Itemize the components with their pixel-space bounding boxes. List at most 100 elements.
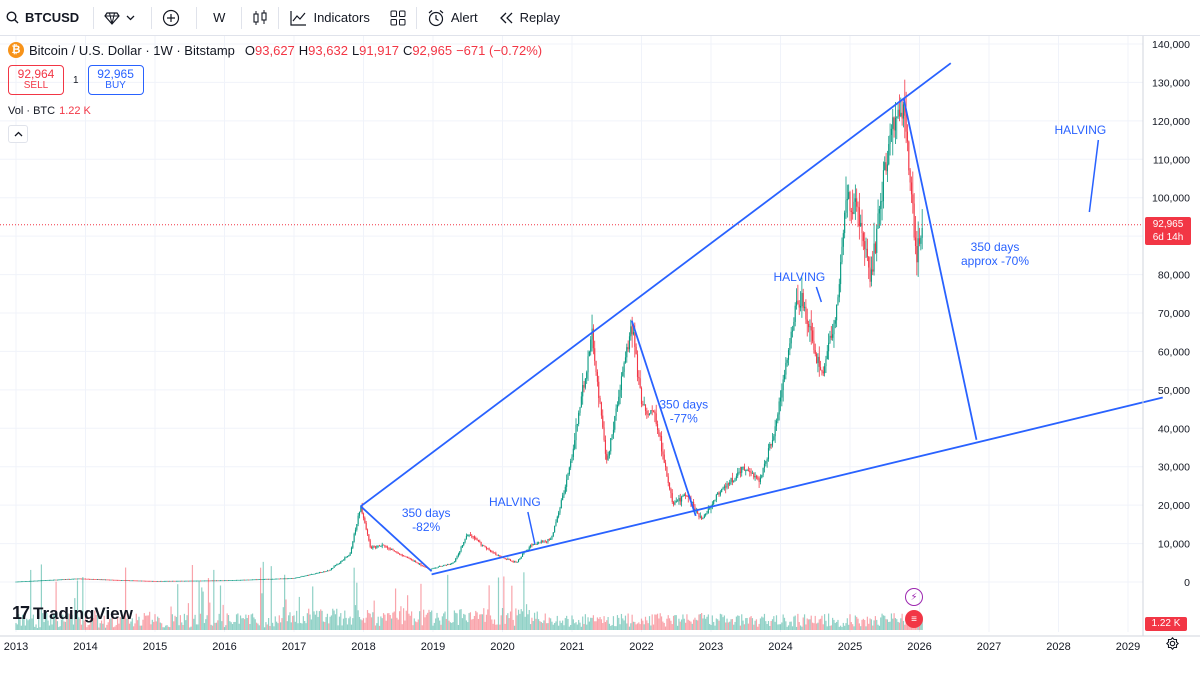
candle-body [511, 560, 513, 562]
volume-bar [898, 622, 901, 630]
y-tick-label: 70,000 [1158, 308, 1190, 320]
sell-button[interactable]: 92,964 SELL [8, 65, 64, 95]
lightning-icon[interactable]: ⚡ [905, 588, 923, 606]
candle-body [610, 438, 612, 452]
volume-bar [138, 616, 140, 630]
chart-type-button[interactable] [242, 0, 278, 36]
volume-bar [873, 620, 875, 630]
volume-bar [108, 618, 111, 630]
volume-bar [741, 614, 743, 630]
toolbar-divider [196, 6, 198, 29]
candle-body [137, 580, 139, 582]
alert-button[interactable]: Alert [417, 0, 488, 36]
indicators-button[interactable]: Indicators [279, 0, 379, 36]
y-tick-label: 100,000 [1152, 193, 1190, 205]
candle-body [288, 578, 290, 580]
candle-body [463, 542, 465, 546]
candle-body [290, 578, 292, 579]
volume-bar [433, 622, 435, 630]
volume-bar [675, 615, 677, 630]
volume-bar [819, 618, 822, 630]
volume-bar [102, 623, 104, 630]
volume-bar [489, 615, 492, 630]
volume-bar [305, 623, 307, 630]
volume-bar [167, 626, 169, 630]
volume-bar [560, 622, 562, 630]
candle-body [292, 578, 294, 579]
candle-body [366, 529, 369, 535]
candle-body [104, 579, 107, 581]
candle-body [258, 579, 260, 580]
volume-bar [209, 602, 211, 630]
volume-bar [660, 616, 663, 630]
volume-bar [412, 625, 414, 630]
buy-button[interactable]: 92,965 BUY [87, 65, 144, 95]
volume-bar [460, 609, 462, 630]
replay-button[interactable]: Replay [488, 0, 570, 36]
halving-pointer [527, 511, 536, 545]
collapse-legend-button[interactable] [8, 125, 28, 143]
candle-body [743, 466, 745, 471]
gear-icon[interactable] [1165, 636, 1180, 653]
candle-body [702, 518, 704, 520]
halving-pointer [815, 286, 823, 303]
candle-body [910, 182, 913, 195]
volume-bar [798, 622, 800, 630]
candle-body [544, 541, 546, 543]
candle-body [210, 580, 212, 582]
candle-body [791, 330, 794, 332]
volume-bar [352, 618, 354, 630]
templates-button[interactable] [380, 0, 416, 36]
volume-bar [72, 624, 75, 630]
y-tick-label: 50,000 [1158, 385, 1190, 397]
volume-bar [901, 613, 903, 630]
add-symbol-button[interactable] [152, 0, 196, 36]
volume-bar [191, 565, 194, 630]
candle-body [726, 483, 728, 488]
volume-bar [829, 625, 831, 630]
volume-bar [504, 623, 506, 630]
candle-body [246, 579, 248, 581]
volume-bar [205, 619, 207, 630]
candle-body [178, 580, 180, 582]
candle-body [401, 555, 403, 556]
us-flag-icon[interactable]: ≡ [905, 610, 923, 628]
compare-button[interactable] [94, 0, 151, 36]
candle-body [32, 580, 34, 582]
candle-body [318, 572, 320, 574]
volume-bar [870, 619, 872, 630]
candle-body [270, 578, 272, 580]
chevron-up-icon [14, 129, 23, 140]
volume-bar [322, 621, 325, 630]
symbol-search[interactable]: BTCUSD [0, 0, 93, 36]
series-title[interactable]: Bitcoin / U.S. Dollar · 1W · Bitstamp [29, 42, 235, 58]
candle-body [902, 104, 905, 119]
candle-body [206, 580, 208, 582]
volume-bar [26, 618, 28, 630]
volume-bar [884, 615, 886, 630]
volume-bar [638, 622, 640, 630]
interval-button[interactable]: W [197, 0, 241, 36]
candle-body [782, 379, 784, 391]
volume-bar [20, 625, 22, 630]
volume-bar [380, 616, 382, 630]
candle-body [54, 579, 56, 581]
candle-body [122, 580, 124, 581]
volume-bar [631, 614, 633, 630]
volume-bar [201, 587, 203, 630]
candle-body [592, 328, 594, 349]
candle-body [681, 496, 683, 502]
volume-bar [92, 618, 95, 630]
candle-body [535, 543, 537, 545]
volume-bar [301, 623, 303, 630]
candle-body [587, 356, 589, 373]
volume-bar [894, 618, 897, 630]
candle-body [507, 558, 509, 560]
volume-bar [320, 609, 322, 630]
candle-body [360, 505, 362, 512]
volume-bar [233, 621, 235, 630]
volume-bar [659, 613, 661, 630]
volume-bar [742, 620, 744, 630]
candle-body [26, 581, 28, 582]
